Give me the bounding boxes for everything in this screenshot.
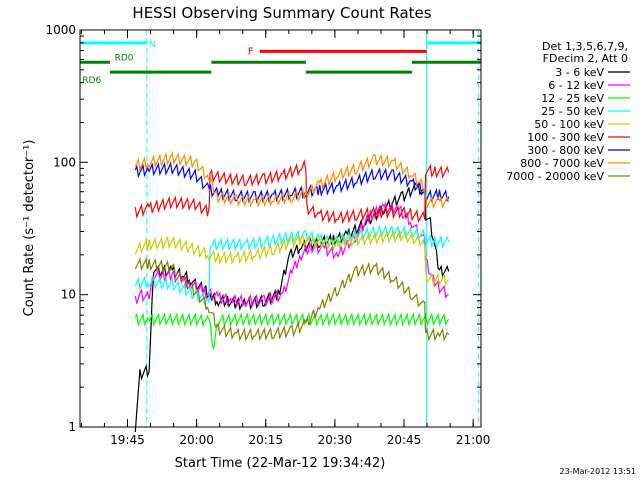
legend-entry-label-8: 7000 - 20000 keV: [506, 170, 604, 183]
x-tick-label-1: 20:00: [179, 433, 214, 447]
legend-entry-label-4: 50 - 100 keV: [534, 118, 604, 131]
y-axis: 1 10 100 1000: [45, 23, 481, 434]
legend-entry-label-5: 100 - 300 keV: [527, 131, 604, 144]
series-line-7000-20000keV: [134, 257, 450, 342]
legend-entry-label-7: 800 - 7000 keV: [520, 157, 604, 170]
series-line-300-800keV: [134, 161, 450, 204]
x-tick-label-2: 20:15: [248, 433, 283, 447]
plot-frame: [79, 29, 482, 428]
night-flag-label: N: [149, 40, 156, 50]
y-tick-label-0: 1: [68, 420, 76, 434]
y-tick-label-1: 10: [61, 288, 76, 302]
legend: Det 1,3,5,6,7,9,FDecim 2, Att 03 - 6 keV…: [506, 40, 630, 183]
x-tick-label-5: 21:00: [456, 433, 491, 447]
x-tick-label-0: 19:45: [110, 433, 145, 447]
y-axis-label: Count Rate (s⁻¹ detector⁻¹): [22, 140, 37, 317]
legend-header-0: Det 1,3,5,6,7,9,: [542, 40, 628, 53]
x-tick-label-4: 20:45: [387, 433, 422, 447]
x-tick-label-3: 20:30: [318, 433, 353, 447]
series-line-12-25keV: [134, 312, 450, 350]
rd0-label: RD0: [115, 53, 134, 63]
legend-header-1: FDecim 2, Att 0: [543, 52, 628, 65]
x-axis: 19:45 20:00 20:15 20:30 20:45 21:00: [80, 30, 491, 447]
flare-flag-label: F: [248, 46, 254, 57]
legend-entry-label-1: 6 - 12 keV: [548, 79, 604, 92]
timestamp: 23-Mar-2012 13:51: [560, 467, 637, 476]
y-tick-label-2: 100: [53, 155, 76, 169]
series-line-800-7000keV: [134, 150, 450, 210]
plot-area: N F RD0 RD6: [79, 30, 481, 433]
y-tick-label-3: 1000: [45, 23, 76, 37]
series-line-100-300keV: [134, 159, 450, 225]
x-axis-label: Start Time (22-Mar-12 19:34:42): [175, 456, 386, 471]
chart-title: HESSI Observing Summary Count Rates: [132, 4, 431, 22]
legend-entry-label-3: 25 - 50 keV: [541, 105, 604, 118]
legend-entry-label-6: 300 - 800 keV: [527, 144, 604, 157]
series-line-25-50keV: [134, 224, 450, 306]
legend-entry-label-2: 12 - 25 keV: [541, 92, 604, 105]
rd6-label: RD6: [82, 76, 101, 86]
series-line-3-6keV: [134, 181, 450, 433]
series-line-50-100keV: [134, 228, 450, 287]
legend-entry-label-0: 3 - 6 keV: [555, 66, 604, 79]
